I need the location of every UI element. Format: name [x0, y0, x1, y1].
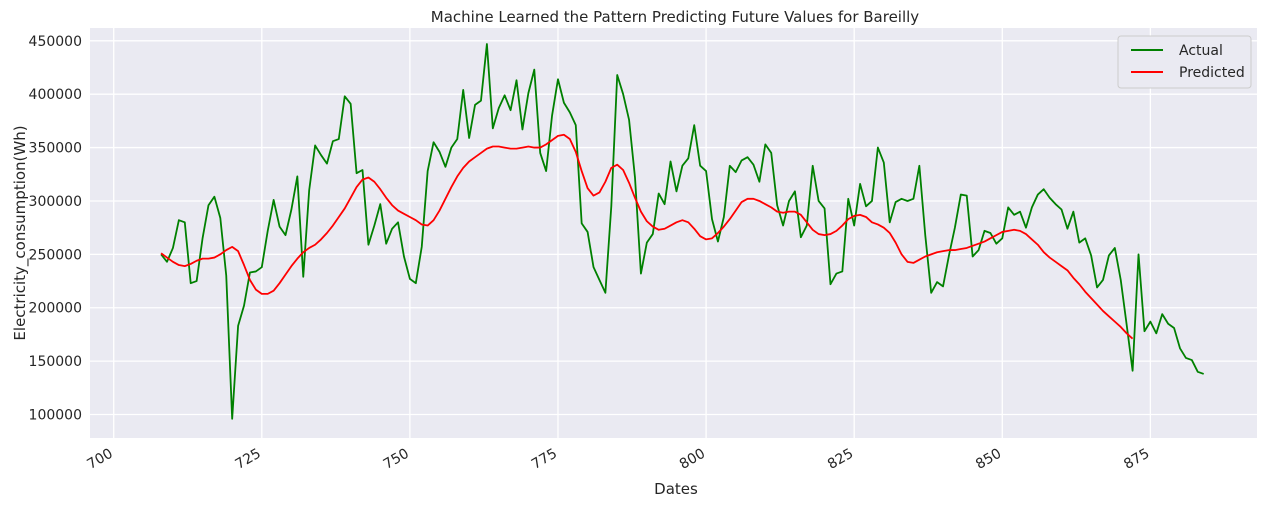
y-tick-label: 350000 — [29, 141, 82, 157]
x-tick-label: 700 — [85, 446, 116, 473]
x-tick-label: 875 — [1121, 446, 1152, 473]
y-tick-label: 100000 — [29, 408, 82, 424]
x-tick-label: 850 — [973, 446, 1004, 473]
legend-label-actual: Actual — [1179, 43, 1223, 59]
plot-background — [90, 28, 1257, 438]
y-tick-label: 150000 — [29, 354, 82, 370]
x-tick-label: 825 — [825, 446, 856, 473]
legend: Actual Predicted — [1117, 35, 1252, 89]
x-tick-label: 775 — [529, 446, 560, 473]
grid-x — [113, 28, 1152, 438]
y-tick-label: 250000 — [29, 247, 82, 263]
x-tick-label: 750 — [381, 446, 412, 473]
y-axis-title: Electricity_consumption(Wh) — [11, 125, 30, 340]
y-tick-label: 300000 — [29, 194, 82, 210]
legend-label-predicted: Predicted — [1179, 65, 1245, 81]
x-tick-label: 725 — [233, 446, 264, 473]
y-tick-label: 200000 — [29, 301, 82, 317]
series-line-predicted — [160, 133, 1134, 340]
x-tick-label: 800 — [677, 446, 708, 473]
y-tick-label: 400000 — [29, 87, 82, 103]
grid-y — [90, 40, 1257, 416]
series-line-actual — [160, 43, 1204, 420]
x-tick-labels: 700 725 750 775 800 825 850 875 — [85, 446, 1153, 473]
chart-title: Machine Learned the Pattern Predicting F… — [431, 8, 920, 26]
x-axis-title: Dates — [654, 480, 698, 498]
y-tick-label: 450000 — [29, 34, 82, 50]
series-layer — [160, 43, 1204, 420]
y-tick-labels: 100000 150000 200000 250000 300000 350000 4000… — [29, 34, 82, 424]
